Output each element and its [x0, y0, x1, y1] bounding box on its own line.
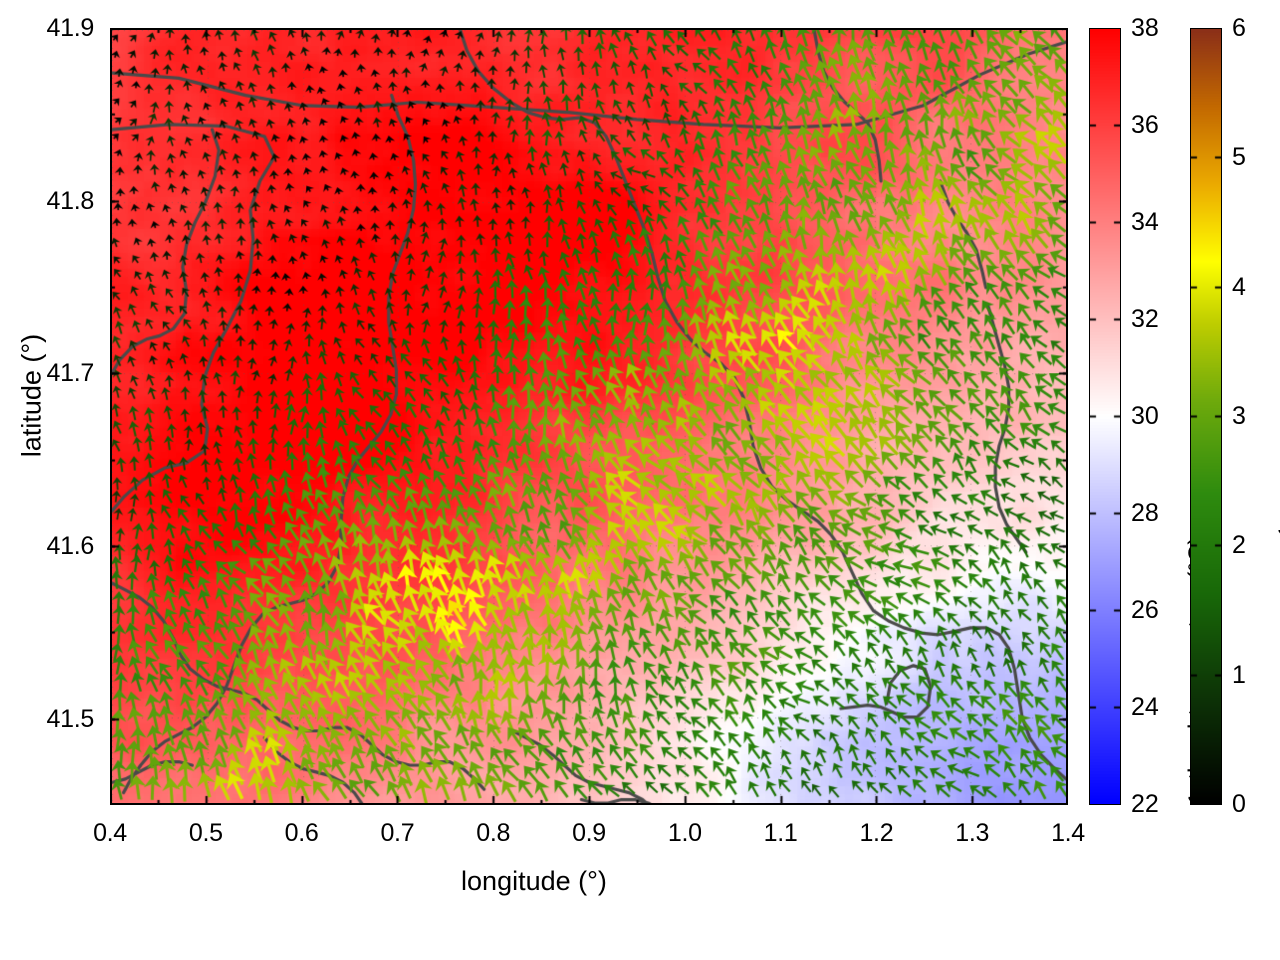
colorbar-tick-label: 4 [1232, 272, 1246, 301]
colorbar-tick-label: 5 [1232, 142, 1246, 171]
colorbar-tick-label: 28 [1131, 498, 1159, 527]
y-tick-label: 41.7 [46, 359, 95, 388]
x-tick-label: 0.5 [188, 819, 223, 847]
x-tick-label: 1.3 [955, 819, 990, 847]
x-tick-label: 0.7 [380, 819, 415, 847]
colorbar-tick-label: 1 [1232, 660, 1246, 689]
colorbar-tick-label: 3 [1232, 401, 1246, 430]
temperature-colorbar-tickmarks [1089, 28, 1121, 805]
x-tick-label: 1.4 [1051, 819, 1085, 847]
y-tick-label: 41.5 [46, 704, 95, 733]
x-tick-label: 1.2 [859, 819, 894, 847]
y-tick-label: 41.6 [46, 532, 95, 560]
colorbar-tick-label: 38 [1131, 13, 1159, 42]
colorbar-tick-label: 26 [1131, 595, 1159, 624]
colorbar-tick-label: 24 [1131, 692, 1159, 721]
x-tick-label: 0.8 [476, 819, 511, 847]
colorbar-tick-label: 2 [1232, 530, 1246, 559]
x-axis-title: longitude (°) [461, 866, 607, 896]
colorbar-tick-label: 0 [1232, 789, 1246, 818]
colorbar-tick-label: 32 [1131, 304, 1159, 333]
x-tick-label: 1.1 [763, 819, 798, 847]
colorbar-tick-label: 36 [1131, 110, 1159, 139]
wind-speed-colorbar-title-exponent: -1 [1276, 526, 1280, 541]
colorbar-tick-label: 6 [1232, 13, 1246, 42]
y-axis-title: latitude (°) [16, 333, 47, 458]
wind-speed-colorbar-title: 1stlevel-wind speed (m s-1) [1276, 518, 1280, 805]
colorbar-tick-label: 30 [1131, 401, 1159, 430]
x-tick-label: 0.6 [284, 819, 319, 847]
x-tick-label: 0.9 [572, 819, 606, 847]
wind-speed-colorbar-tickmarks [1190, 28, 1222, 805]
x-tick-label: 1.0 [667, 819, 702, 847]
y-tick-label: 41.9 [46, 14, 95, 42]
y-tick-label: 41.8 [46, 186, 95, 215]
x-tick-label: 0.4 [93, 819, 127, 847]
axis-tick-marks [110, 28, 1068, 805]
colorbar-tick-label: 34 [1131, 207, 1159, 236]
colorbar-tick-label: 22 [1131, 789, 1159, 818]
